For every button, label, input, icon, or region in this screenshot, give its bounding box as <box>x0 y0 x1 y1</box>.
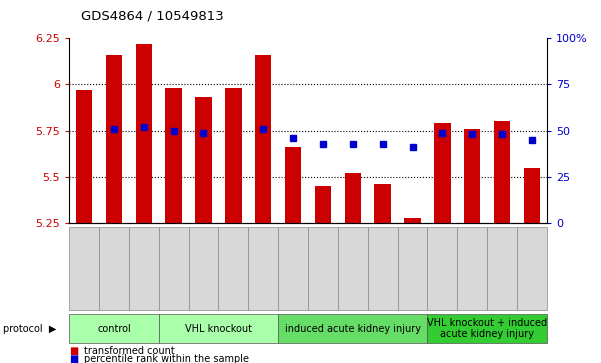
Text: control: control <box>97 323 131 334</box>
Text: transformed count: transformed count <box>84 346 175 356</box>
Bar <box>494 122 510 223</box>
Text: protocol  ▶: protocol ▶ <box>3 323 56 334</box>
Bar <box>434 123 451 223</box>
Bar <box>225 88 242 223</box>
Bar <box>255 55 272 223</box>
Text: percentile rank within the sample: percentile rank within the sample <box>84 354 249 363</box>
Bar <box>195 97 212 223</box>
Bar <box>106 55 122 223</box>
Bar <box>523 168 540 223</box>
Text: GDS4864 / 10549813: GDS4864 / 10549813 <box>81 9 224 22</box>
Text: ■: ■ <box>69 354 78 363</box>
Bar <box>404 218 421 223</box>
Text: VHL knockout + induced
acute kidney injury: VHL knockout + induced acute kidney inju… <box>427 318 548 339</box>
Bar <box>315 186 331 223</box>
Bar <box>76 90 93 223</box>
Bar <box>165 88 182 223</box>
Bar <box>464 129 480 223</box>
Bar <box>136 44 152 223</box>
Text: induced acute kidney injury: induced acute kidney injury <box>285 323 421 334</box>
Bar <box>374 184 391 223</box>
Text: ■: ■ <box>69 346 78 356</box>
Bar <box>285 147 301 223</box>
Text: VHL knockout: VHL knockout <box>185 323 252 334</box>
Bar <box>344 173 361 223</box>
